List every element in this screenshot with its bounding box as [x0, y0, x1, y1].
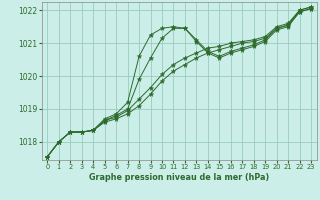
X-axis label: Graphe pression niveau de la mer (hPa): Graphe pression niveau de la mer (hPa)	[89, 173, 269, 182]
